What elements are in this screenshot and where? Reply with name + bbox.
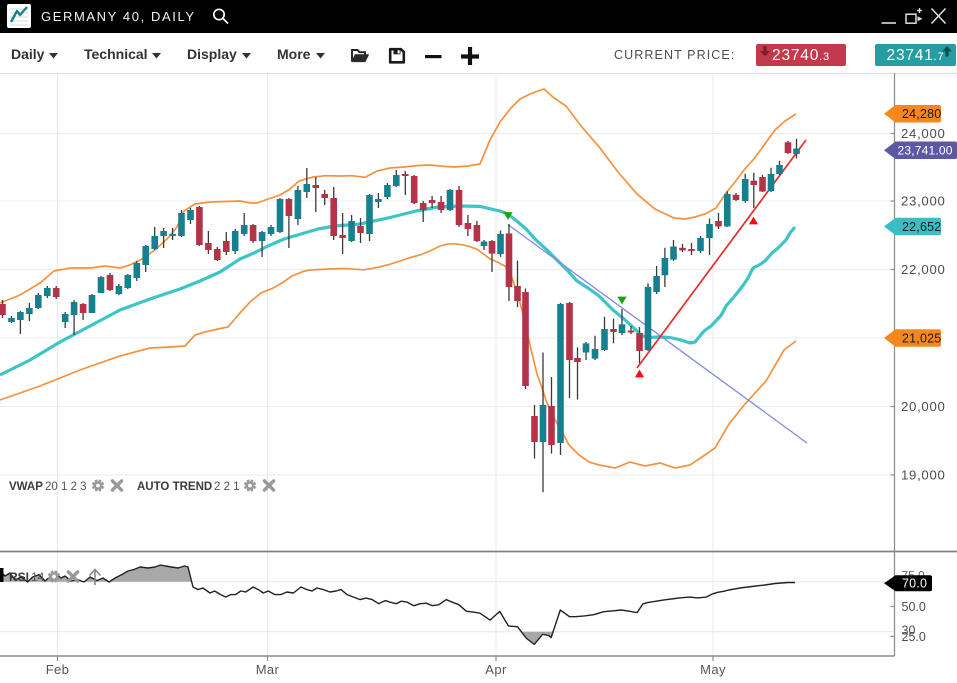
svg-text:30: 30 bbox=[902, 624, 916, 638]
svg-text:19,000: 19,000 bbox=[901, 468, 946, 483]
svg-text:22,000: 22,000 bbox=[901, 262, 946, 277]
svg-text:VWAP: VWAP bbox=[9, 481, 43, 493]
svg-text:25.0: 25.0 bbox=[902, 630, 926, 644]
svg-text:24,280: 24,280 bbox=[902, 107, 941, 121]
svg-text:70.0: 70.0 bbox=[902, 577, 927, 591]
svg-text:22,652: 22,652 bbox=[902, 220, 941, 234]
svg-text:20 1 2 3: 20 1 2 3 bbox=[45, 481, 87, 493]
svg-text:21,025: 21,025 bbox=[902, 331, 941, 345]
svg-text:Apr: Apr bbox=[485, 662, 507, 677]
svg-text:May: May bbox=[700, 662, 726, 677]
svg-text:50.0: 50.0 bbox=[902, 600, 926, 614]
svg-text:14: 14 bbox=[31, 570, 45, 584]
svg-text:Feb: Feb bbox=[46, 662, 70, 677]
svg-text:AUTO TREND: AUTO TREND bbox=[137, 481, 212, 493]
svg-text:20,000: 20,000 bbox=[901, 399, 946, 414]
svg-text:RSI: RSI bbox=[9, 570, 29, 584]
svg-text:23,741.00: 23,741.00 bbox=[898, 144, 953, 158]
svg-text:2 2 1: 2 2 1 bbox=[214, 481, 240, 493]
svg-text:Mar: Mar bbox=[256, 662, 280, 677]
svg-text:23,000: 23,000 bbox=[901, 194, 946, 209]
svg-text:24,000: 24,000 bbox=[901, 126, 946, 141]
